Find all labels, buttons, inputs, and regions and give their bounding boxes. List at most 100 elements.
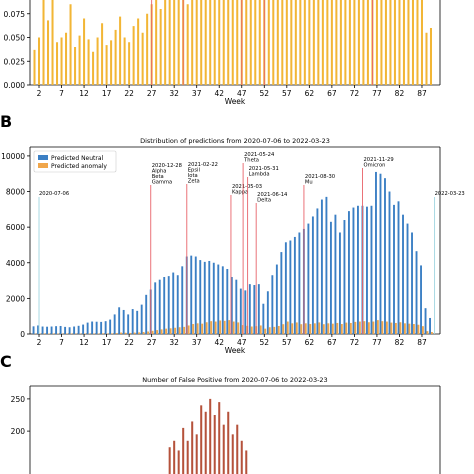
bar-anomaly [205, 322, 208, 334]
bar-a [317, 0, 320, 85]
bar-neutral [190, 255, 193, 334]
bar-neutral [41, 326, 44, 334]
bar-a [425, 32, 428, 85]
xtick-label-a: 82 [395, 89, 405, 98]
bar-neutral [343, 220, 346, 334]
xtick-label-b: 57 [282, 338, 292, 347]
bar-anomaly [169, 328, 172, 334]
ytick-label-a: 0.050 [4, 34, 26, 43]
bar-a [74, 47, 77, 85]
bar-anomaly [331, 323, 334, 334]
bar-a [389, 0, 392, 85]
boundary-label: 2022-03-23 [435, 191, 465, 197]
ytick-label-b: 8000 [6, 188, 25, 197]
event-label: Omicron [364, 163, 386, 169]
bar-neutral [158, 279, 161, 334]
bar-c [191, 421, 194, 474]
legend-entry: Predicted Neutral [51, 155, 104, 162]
bar-neutral [253, 285, 256, 334]
bar-a [420, 0, 423, 85]
bar-anomaly [120, 332, 123, 334]
bar-neutral [140, 304, 143, 334]
bar-neutral [118, 307, 121, 334]
bar-a [177, 0, 180, 85]
bar-neutral [370, 205, 373, 334]
bar-a [362, 0, 365, 85]
bar-anomaly [304, 323, 307, 334]
event-label: 2021-11-29 [364, 157, 394, 163]
bar-a [56, 42, 59, 85]
bar-anomaly [151, 330, 154, 334]
bar-neutral [104, 321, 107, 334]
event-label: 2021-08-30 [305, 174, 335, 180]
bar-anomaly [147, 331, 150, 334]
event-label: 2021-02-22 [188, 162, 218, 168]
bar-anomaly [210, 321, 213, 334]
bar-a [231, 0, 234, 85]
bar-neutral [199, 260, 202, 334]
bar-neutral [167, 276, 170, 334]
bar-anomaly [178, 327, 181, 334]
bar-a [375, 0, 378, 85]
event-label: 2021-06-14 [257, 192, 288, 198]
bar-a [236, 0, 239, 85]
xtick-label-b: 17 [102, 338, 112, 347]
x-axis-label-a: Week [225, 97, 246, 106]
bar-neutral [275, 264, 278, 334]
bar-c [227, 411, 230, 474]
event-label: Lambda [249, 172, 270, 178]
ytick-label-b: 0 [20, 330, 25, 339]
bar-a [281, 0, 284, 85]
bar-neutral [230, 277, 233, 334]
bar-anomaly [430, 332, 433, 334]
bar-neutral [109, 319, 112, 334]
bar-neutral [194, 256, 197, 334]
bar-a [294, 0, 297, 85]
bar-neutral [212, 262, 215, 334]
bar-a [92, 51, 95, 85]
bar-neutral [46, 326, 49, 334]
x-axis-label-b: Week [225, 346, 246, 355]
bar-neutral [154, 282, 157, 334]
xtick-label-a: 27 [147, 89, 157, 98]
bar-a [218, 0, 221, 85]
event-label: Delta [257, 198, 271, 204]
bar-neutral [73, 326, 76, 334]
bar-c [195, 434, 198, 474]
bar-a [339, 0, 342, 85]
bar-anomaly [385, 321, 388, 334]
bar-neutral [366, 206, 368, 334]
bar-a [78, 35, 81, 85]
bar-c [218, 402, 221, 474]
panel-letter-c: C [0, 352, 12, 371]
bar-a [245, 0, 248, 85]
bar-anomaly [286, 321, 289, 334]
bar-anomaly [129, 332, 132, 334]
bar-c [186, 440, 189, 474]
bar-neutral [82, 324, 85, 334]
bar-neutral [307, 223, 310, 334]
bar-c [240, 440, 243, 474]
bar-neutral [311, 216, 314, 334]
bar-anomaly [318, 322, 321, 334]
bar-neutral [136, 310, 139, 334]
bar-a [101, 23, 104, 85]
bar-neutral [402, 214, 404, 334]
bar-anomaly [214, 321, 217, 334]
bar-neutral [163, 277, 166, 334]
bar-neutral [429, 317, 431, 334]
bar-a [272, 0, 275, 85]
bar-neutral [221, 266, 224, 334]
xtick-label-b: 37 [192, 338, 202, 347]
bar-a [83, 18, 86, 85]
bar-a [186, 4, 189, 85]
xtick-label-b: 2 [37, 338, 42, 347]
bar-neutral [397, 201, 400, 334]
bar-anomaly [133, 332, 136, 334]
xtick-label-b: 82 [395, 338, 405, 347]
bar-a [51, 0, 54, 85]
legend-box [33, 150, 117, 173]
bar-c [173, 440, 176, 474]
bar-anomaly [183, 326, 186, 334]
